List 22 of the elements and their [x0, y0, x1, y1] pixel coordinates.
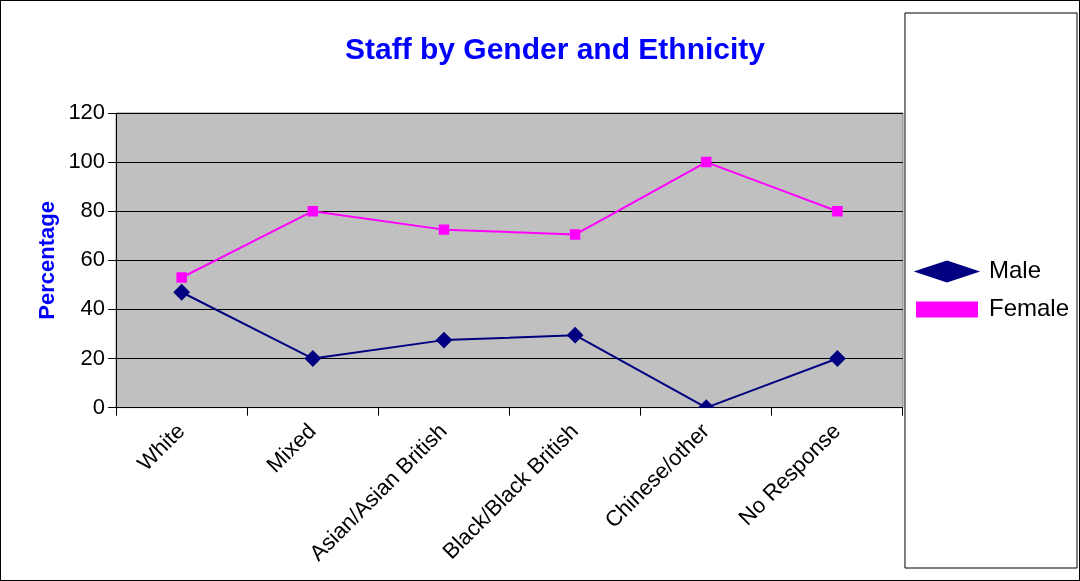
- point: [304, 350, 321, 367]
- y-tick-label: 0: [92, 393, 106, 419]
- y-tick-label: 40: [80, 295, 106, 321]
- point: [173, 284, 190, 301]
- point: [829, 350, 846, 367]
- y-tick-label: 80: [80, 197, 106, 223]
- point: [435, 332, 452, 349]
- point: [701, 156, 712, 168]
- y-tick-label: 60: [80, 246, 106, 272]
- legend-label: Male: [988, 256, 1041, 284]
- point: [438, 224, 450, 235]
- point: [307, 205, 319, 217]
- y-axis-title: Percentage: [34, 201, 60, 320]
- legend-label: Female: [988, 294, 1069, 322]
- point: [569, 229, 581, 240]
- point: [832, 205, 843, 217]
- y-tick-label: 20: [80, 344, 106, 370]
- point: [567, 327, 584, 344]
- point: [176, 272, 187, 283]
- chart-title: Staff by Gender and Ethnicity: [344, 32, 766, 66]
- y-tick-label: 100: [68, 148, 106, 174]
- y-tick-label: 120: [68, 99, 106, 125]
